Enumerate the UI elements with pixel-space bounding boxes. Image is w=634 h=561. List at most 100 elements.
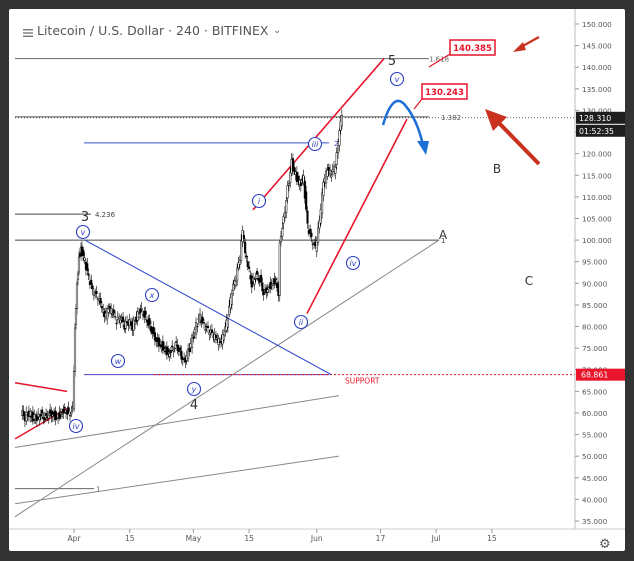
candle-body bbox=[25, 412, 28, 422]
y-tick-label: 40.000 bbox=[582, 495, 608, 504]
current-price-tag-bg bbox=[576, 111, 625, 124]
candle-body bbox=[54, 410, 57, 420]
candle-body bbox=[281, 228, 284, 237]
candle-body bbox=[57, 417, 60, 420]
wave-label-iv-left: iv bbox=[73, 422, 80, 431]
target-pointer-140 bbox=[428, 53, 451, 68]
candle-body bbox=[58, 411, 61, 419]
candle-body bbox=[188, 348, 191, 353]
candle-body bbox=[305, 191, 308, 210]
y-tick-label: 130.000 bbox=[582, 106, 612, 115]
candle-body bbox=[232, 283, 235, 291]
candle-body bbox=[201, 316, 204, 322]
wave-label-i: i bbox=[258, 197, 261, 206]
candle-body bbox=[100, 306, 103, 309]
y-tick-label: 75.000 bbox=[582, 344, 608, 353]
candle-body bbox=[210, 329, 214, 333]
candle-body bbox=[50, 410, 53, 418]
candle-body bbox=[37, 413, 40, 417]
candle-body bbox=[107, 308, 110, 313]
wave-label-x-circle bbox=[144, 287, 160, 303]
red-arrow-large-shaft bbox=[495, 119, 541, 166]
wave-count-4: 4 bbox=[190, 398, 198, 413]
level-label-1382: 1.382 bbox=[441, 114, 461, 122]
candle-body bbox=[338, 130, 341, 146]
hamburger-menu-icon[interactable] bbox=[23, 26, 33, 37]
candle-body bbox=[119, 319, 122, 324]
candle-body bbox=[181, 358, 184, 361]
wave-label-v-top: v bbox=[395, 75, 400, 84]
candle-body bbox=[99, 298, 102, 304]
candle-body bbox=[218, 341, 221, 344]
candle-body bbox=[163, 346, 166, 349]
candle-body bbox=[293, 167, 296, 172]
candle-body bbox=[180, 350, 183, 360]
y-tick-label: 145.000 bbox=[582, 42, 612, 51]
candle-body bbox=[200, 319, 203, 324]
wave-label-w: w bbox=[115, 357, 122, 366]
candle-body bbox=[173, 347, 176, 350]
candle-body bbox=[72, 371, 76, 410]
wave-label-iv-right: iv bbox=[350, 259, 357, 268]
candle-body bbox=[41, 409, 44, 414]
candle-body bbox=[297, 176, 300, 182]
candle-body bbox=[198, 313, 202, 323]
blue-curved-arrow bbox=[381, 99, 425, 146]
candle-body bbox=[63, 407, 66, 409]
blue-arrow-head bbox=[417, 141, 429, 155]
wave-label-y-circle bbox=[186, 381, 202, 397]
candle-body bbox=[153, 332, 156, 341]
trendline-grey-main bbox=[14, 239, 440, 518]
candle-body bbox=[133, 321, 137, 325]
candle-body bbox=[319, 209, 322, 224]
candle-body bbox=[140, 307, 143, 310]
candle-body bbox=[286, 185, 289, 199]
candle-body bbox=[161, 341, 164, 351]
candle-body bbox=[335, 152, 338, 165]
candle-body bbox=[124, 320, 127, 329]
price-axis: 35.000 40.000 45.000 50.000 55.000 60.000 65.0… bbox=[574, 9, 625, 529]
candle-body bbox=[144, 310, 147, 315]
candle-body bbox=[59, 412, 62, 415]
candle-body bbox=[340, 115, 343, 127]
candle-body bbox=[245, 255, 248, 258]
candle-body bbox=[95, 290, 98, 295]
candle-body bbox=[283, 211, 286, 218]
candle-body bbox=[177, 349, 180, 352]
candle-body bbox=[126, 321, 129, 323]
candle-body bbox=[315, 240, 318, 252]
level-label-100: 1 bbox=[441, 237, 445, 245]
candle-body bbox=[38, 416, 41, 420]
x-tick-label: 17 bbox=[376, 534, 386, 543]
candle-body bbox=[92, 293, 95, 297]
chevron-down-icon[interactable]: ⌄ bbox=[273, 25, 281, 36]
gear-icon[interactable]: ⚙ bbox=[599, 537, 611, 551]
candle-body bbox=[285, 200, 288, 213]
candle-body bbox=[326, 169, 329, 177]
chart-title-bar[interactable]: Litecoin / U.S. Dollar · 240 · BITFINEX … bbox=[23, 23, 281, 38]
candle-body bbox=[226, 318, 229, 328]
candle-body bbox=[240, 240, 243, 261]
candle-body bbox=[273, 278, 276, 285]
wave-label-iv-left-circle bbox=[68, 418, 84, 434]
candle-body bbox=[35, 414, 38, 422]
current-price-tag: 128.310 bbox=[579, 114, 611, 123]
candle-body bbox=[82, 249, 85, 256]
candle-body bbox=[238, 259, 241, 265]
candle-body bbox=[22, 410, 25, 416]
candle-body bbox=[76, 273, 80, 280]
y-tick-label: 65.000 bbox=[582, 387, 608, 396]
candle-body bbox=[148, 318, 151, 325]
x-tick-label: May bbox=[186, 534, 202, 543]
y-tick-label: 135.000 bbox=[582, 85, 612, 94]
y-tick-label: 95.000 bbox=[582, 258, 608, 267]
y-tick-label: 55.000 bbox=[582, 431, 608, 440]
wave-label-iii: iii bbox=[312, 140, 319, 149]
wave-letter-c: C bbox=[525, 274, 533, 288]
target-label-130-box bbox=[421, 83, 468, 100]
wave-label-iv-right-circle bbox=[345, 255, 361, 271]
candle-body bbox=[122, 316, 125, 323]
candle-body bbox=[43, 417, 46, 421]
